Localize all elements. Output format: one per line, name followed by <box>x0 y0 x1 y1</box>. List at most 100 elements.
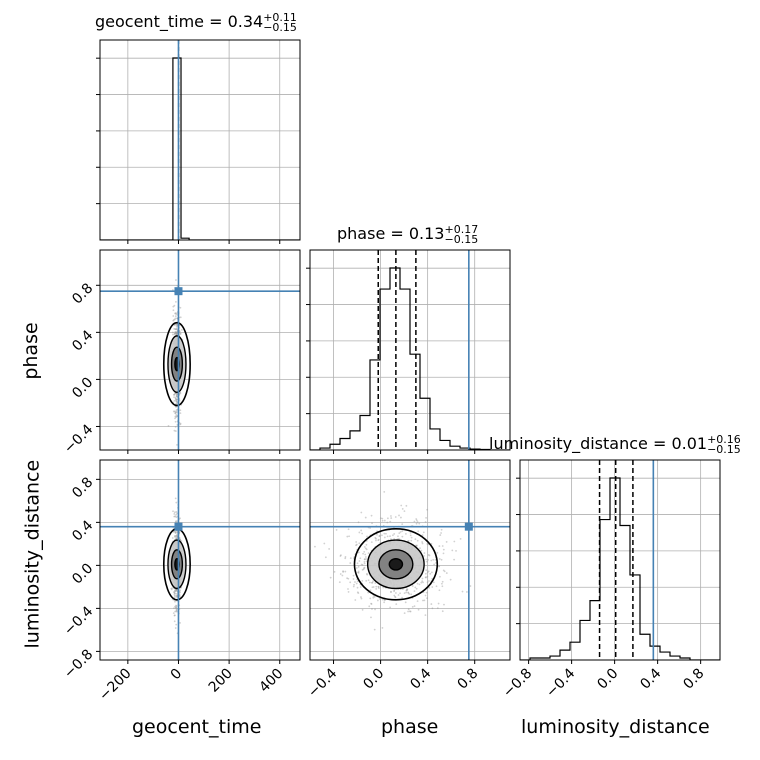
scatter-point <box>370 616 372 619</box>
scatter-point <box>391 534 394 537</box>
scatter-point <box>356 586 359 589</box>
scatter-point <box>366 573 369 576</box>
scatter-point <box>378 597 381 600</box>
scatter-point <box>175 332 178 335</box>
scatter-point <box>175 595 178 598</box>
scatter-point <box>364 547 367 550</box>
scatter-point <box>421 580 424 582</box>
scatter-point <box>172 333 174 336</box>
scatter-point <box>371 586 374 589</box>
scatter-point <box>401 535 404 538</box>
scatter-point <box>173 594 176 597</box>
scatter-point <box>393 589 396 592</box>
scatter-point <box>365 540 368 542</box>
scatter-point <box>445 541 448 543</box>
scatter-point <box>377 538 380 541</box>
scatter-point <box>374 608 376 611</box>
scatter-point <box>173 327 176 330</box>
scatter-point <box>175 511 178 513</box>
scatter-point <box>416 521 419 523</box>
panel-luminosity_distance <box>519 459 721 661</box>
scatter-point <box>429 572 432 575</box>
scatter-point <box>390 591 392 593</box>
scatter-point <box>174 312 177 315</box>
scatter-point <box>371 522 373 525</box>
scatter-point <box>405 504 408 507</box>
histogram-luminosity_distance <box>520 477 720 660</box>
scatter-point <box>426 575 429 578</box>
scatter-point <box>372 595 375 597</box>
scatter-point <box>358 531 361 534</box>
scatter-point <box>347 591 350 593</box>
scatter-point <box>359 557 362 560</box>
scatter-point <box>440 532 442 534</box>
scatter-point <box>370 514 373 517</box>
scatter-point <box>179 316 182 319</box>
scatter-point <box>370 602 373 605</box>
scatter-point <box>383 532 386 535</box>
scatter-point <box>175 609 178 612</box>
scatter-point <box>441 580 444 583</box>
scatter-point <box>172 612 175 615</box>
scatter-point <box>410 593 413 596</box>
scatter-point <box>174 417 176 420</box>
scatter-point <box>379 517 382 520</box>
scatter-point <box>372 596 375 599</box>
scatter-point <box>340 554 342 557</box>
x-tick-label: 0.4 <box>637 665 664 692</box>
scatter-point <box>362 552 364 555</box>
scatter-point <box>173 511 176 514</box>
scatter-point <box>172 315 175 317</box>
scatter-point <box>174 605 176 608</box>
scatter-point <box>175 332 178 335</box>
scatter-point <box>173 393 176 396</box>
scatter-point <box>367 591 370 594</box>
scatter-point <box>389 606 392 609</box>
scatter-point <box>416 582 419 585</box>
scatter-point <box>410 539 413 542</box>
scatter-point <box>355 541 358 543</box>
scatter-point <box>175 400 178 403</box>
scatter-point <box>339 573 342 575</box>
scatter-point <box>363 566 366 569</box>
scatter-point <box>425 591 428 594</box>
scatter-point <box>409 610 412 613</box>
scatter-point <box>179 422 182 425</box>
scatter-point <box>397 594 400 596</box>
scatter-point <box>179 391 182 394</box>
scatter-point <box>175 398 178 401</box>
scatter-point <box>365 548 368 551</box>
y-tick-label: 0.0 <box>69 560 96 587</box>
scatter-point <box>383 601 386 604</box>
scatter-point <box>393 533 396 535</box>
scatter-point <box>176 589 178 591</box>
scatter-point <box>172 591 175 594</box>
scatter-point <box>179 591 181 594</box>
scatter-point <box>355 567 358 569</box>
scatter-point <box>373 628 376 631</box>
scatter-point <box>175 393 178 396</box>
scatter-point <box>403 510 406 513</box>
scatter-point <box>174 430 177 432</box>
scatter-point <box>383 491 386 493</box>
x-tick-label: 0.4 <box>407 665 434 692</box>
scatter-point <box>453 558 456 561</box>
scatter-point <box>174 531 177 534</box>
scatter-point <box>342 571 345 573</box>
scatter-point <box>383 519 386 522</box>
scatter-point <box>435 585 438 588</box>
scatter-point <box>173 429 176 432</box>
scatter-point <box>455 549 457 552</box>
scatter-point <box>394 595 396 598</box>
scatter-point <box>431 607 434 610</box>
scatter-point <box>425 569 428 572</box>
scatter-point <box>173 304 176 307</box>
scatter-point <box>176 324 179 327</box>
scatter-point <box>427 558 429 561</box>
scatter-point <box>179 538 182 541</box>
scatter-point <box>357 592 360 595</box>
scatter-point <box>174 536 177 539</box>
scatter-point <box>174 420 177 423</box>
scatter-point <box>173 592 176 595</box>
scatter-point <box>174 300 177 303</box>
